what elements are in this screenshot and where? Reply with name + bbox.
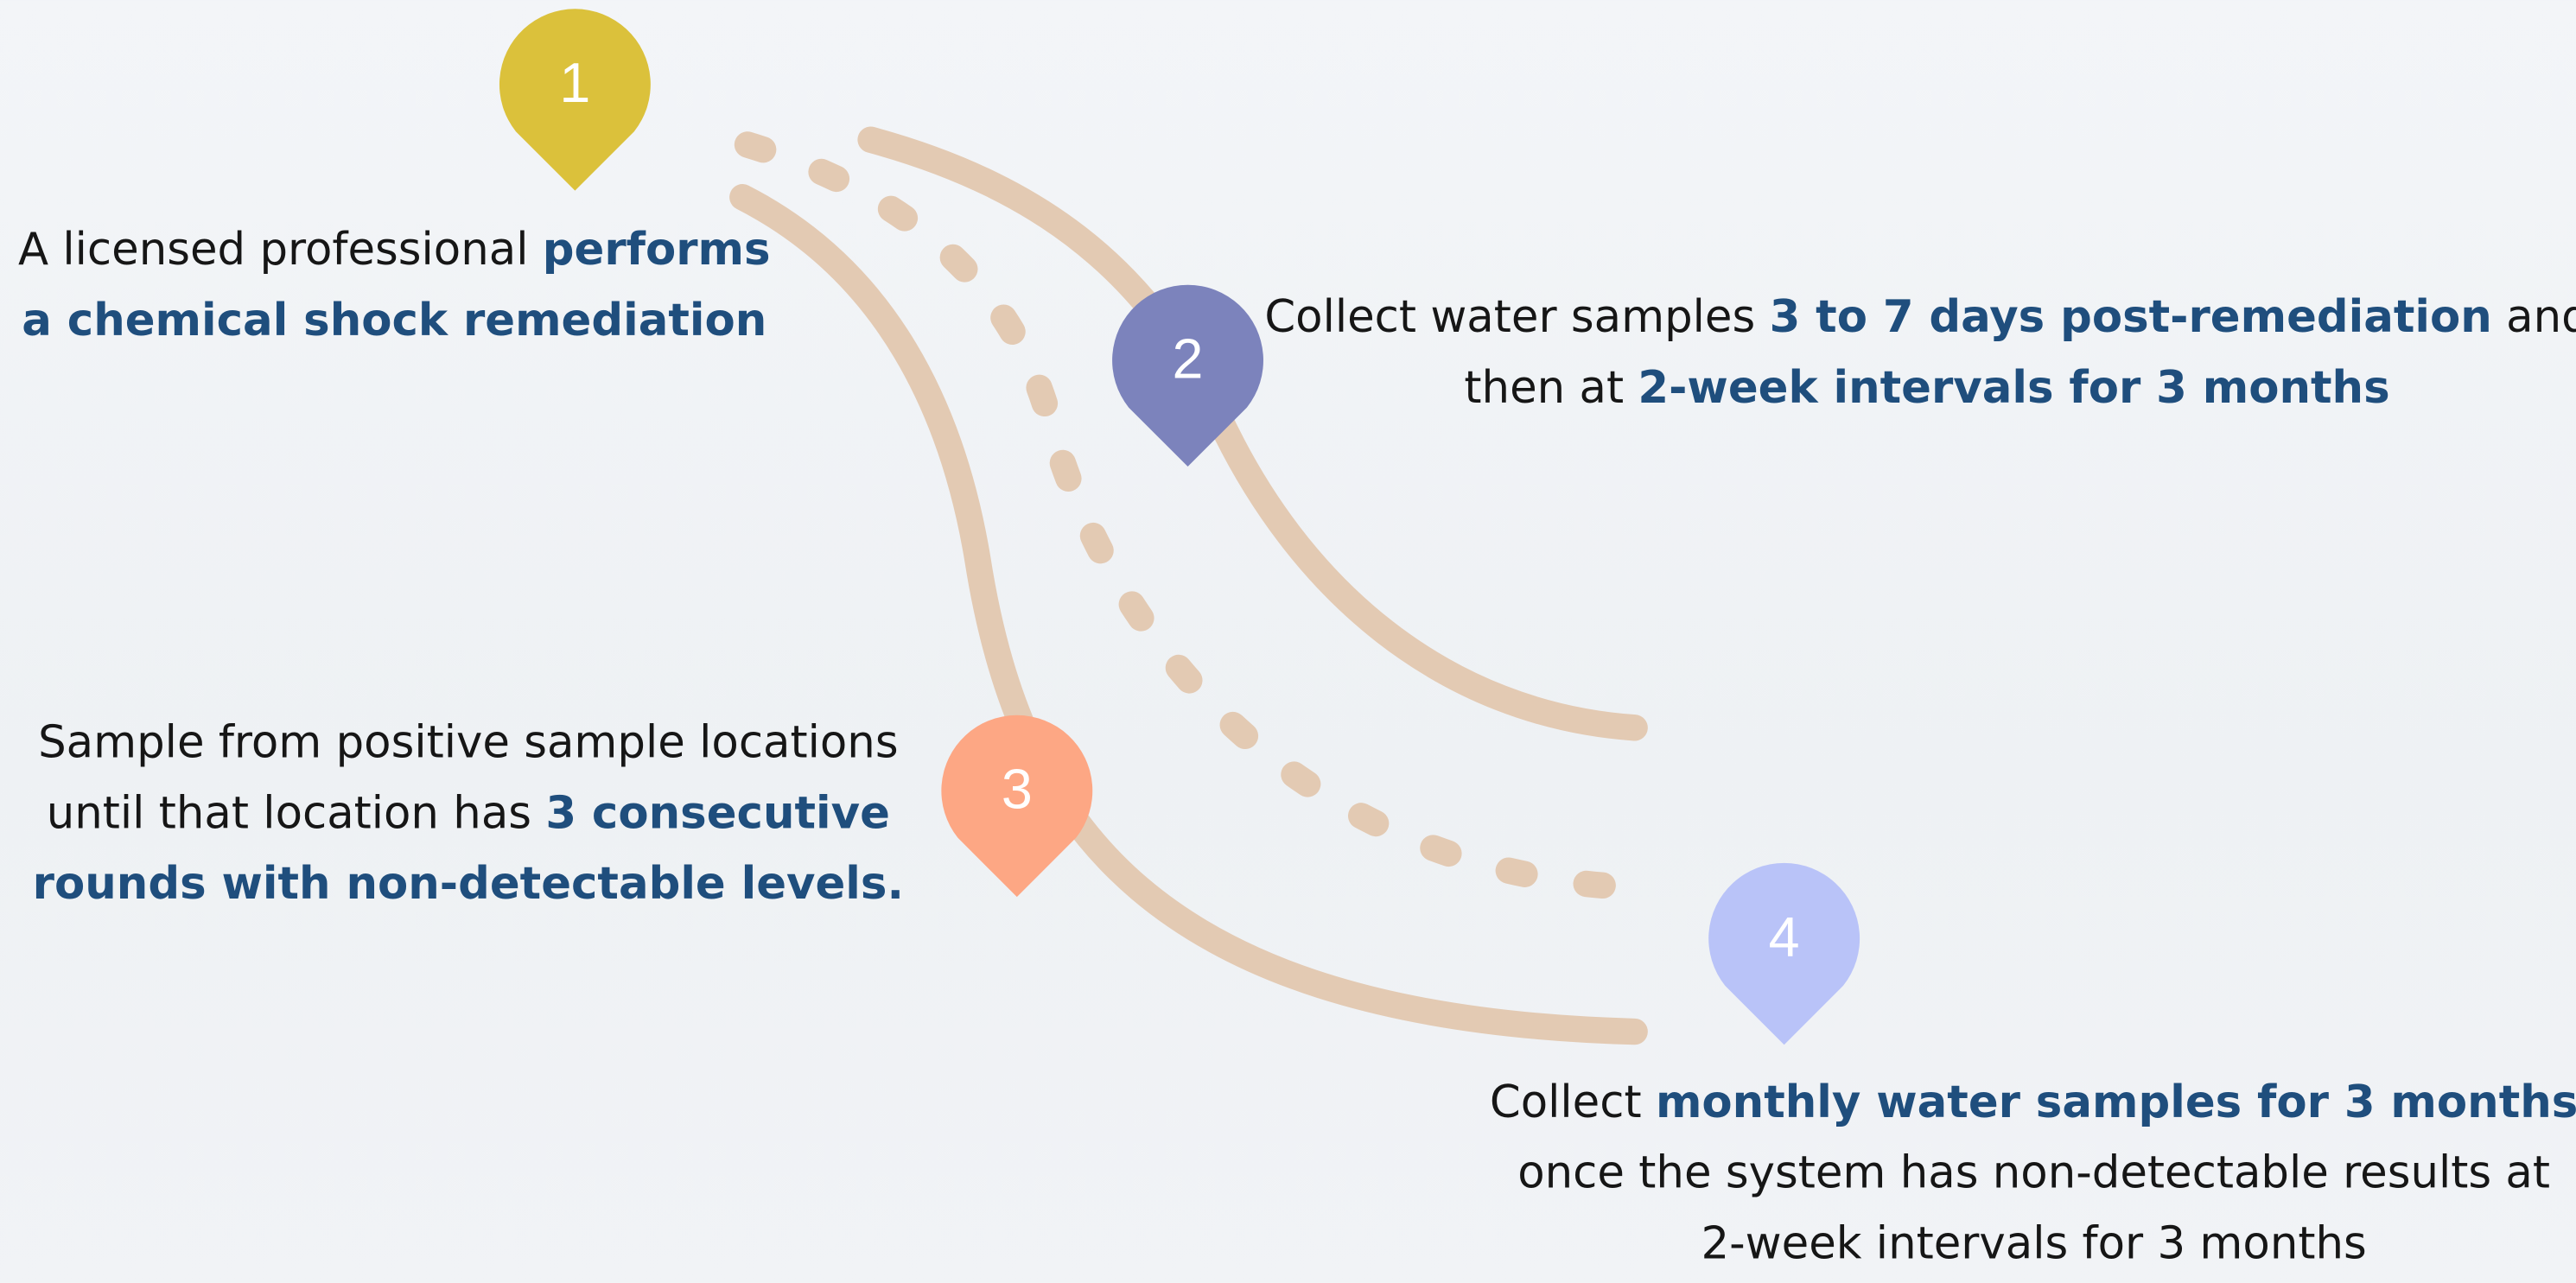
body-text: until that location has [47,787,531,839]
highlight-text: 2-week intervals for 3 months [1638,362,2389,414]
diagram: 1 A licensed professional performs a chemi… [0,0,2576,1283]
step-text-line: Collect water samples 3 to 7 days post-r… [1264,291,2576,343]
body-text: 2-week intervals for 3 months [1701,1217,2366,1269]
highlight-text: a chemical shock remediation [22,295,766,346]
step-number: 1 [559,51,590,114]
step-text-line: a chemical shock remediation [22,295,766,346]
step-text-line: once the system has non-detectable resul… [1517,1147,2550,1199]
body-text: A licensed professional [18,224,529,276]
step-text-line: A licensed professional performs [18,224,771,276]
step: 2 Collect water samples 3 to 7 days post-… [1112,285,2576,467]
body-text: and [2506,291,2576,343]
step: 4 Collect monthly water samples for 3 mon… [1490,863,2576,1269]
step-text-line: Sample from positive sample locations [38,717,899,769]
page: 1 A licensed professional performs a chemi… [0,0,2576,1283]
highlight-text: rounds with non-detectable levels. [33,858,904,910]
step-text-line: then at 2-week intervals for 3 months [1464,362,2389,414]
highlight-text: monthly water samples for 3 months [1656,1077,2576,1128]
highlight-text: 3 consecutive [545,787,890,839]
step-number: 3 [1002,757,1033,820]
body-text: then at [1464,362,1624,414]
step-text-line: 2-week intervals for 3 months [1701,1217,2366,1269]
step-text-line: rounds with non-detectable levels. [33,858,904,910]
step-text-line: Collect monthly water samples for 3 mont… [1490,1077,2576,1128]
body-text: Collect [1490,1077,1642,1128]
step-text-line: until that location has 3 consecutive [47,787,890,839]
highlight-text: 3 to 7 days post-remediation [1770,291,2492,343]
step-number: 4 [1769,905,1800,969]
step: 1 A licensed professional performs a chemi… [18,9,771,346]
step: 3 Sample from positive sample locations un… [33,715,1093,910]
body-text: Collect water samples [1264,291,1755,343]
highlight-text: performs [543,224,771,276]
body-text: Sample from positive sample locations [38,717,899,769]
body-text: once the system has non-detectable resul… [1517,1147,2550,1199]
path-dashed [747,144,1626,886]
step-number: 2 [1173,327,1204,390]
